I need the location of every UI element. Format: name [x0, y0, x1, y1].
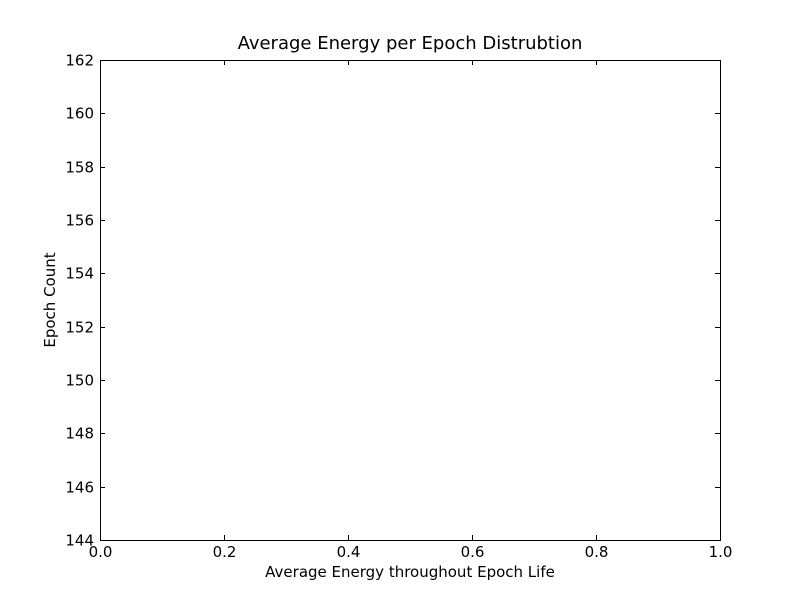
x-axis: 0.0 0.2 0.4 0.6 0.8 1.0: [89, 60, 733, 561]
y-tick-label: 160: [65, 105, 94, 123]
chart-title: Average Energy per Epoch Distrubtion: [238, 33, 583, 54]
x-tick-label: 1.0: [709, 543, 733, 561]
y-tick-label: 152: [65, 319, 94, 337]
y-tick-label: 154: [65, 265, 94, 283]
x-tick-label: 0.4: [337, 543, 361, 561]
x-tick-label: 0.6: [461, 543, 485, 561]
y-tick-label: 162: [65, 52, 94, 70]
x-tick-label: 0.0: [89, 543, 113, 561]
y-tick-label: 148: [65, 425, 94, 443]
y-axis: 144 146 148 150 152 154 156 158 160 162: [65, 52, 720, 550]
y-tick-label: 158: [65, 159, 94, 177]
y-tick-label: 146: [65, 479, 94, 497]
y-axis-label: Epoch Count: [41, 252, 59, 347]
x-tick-label: 0.8: [585, 543, 609, 561]
x-axis-label: Average Energy throughout Epoch Life: [265, 563, 555, 581]
plot-area: [100, 60, 721, 541]
x-tick-label: 0.2: [213, 543, 237, 561]
y-tick-label: 150: [65, 372, 94, 390]
y-tick-label: 156: [65, 212, 94, 230]
y-tick-label: 144: [65, 532, 94, 550]
